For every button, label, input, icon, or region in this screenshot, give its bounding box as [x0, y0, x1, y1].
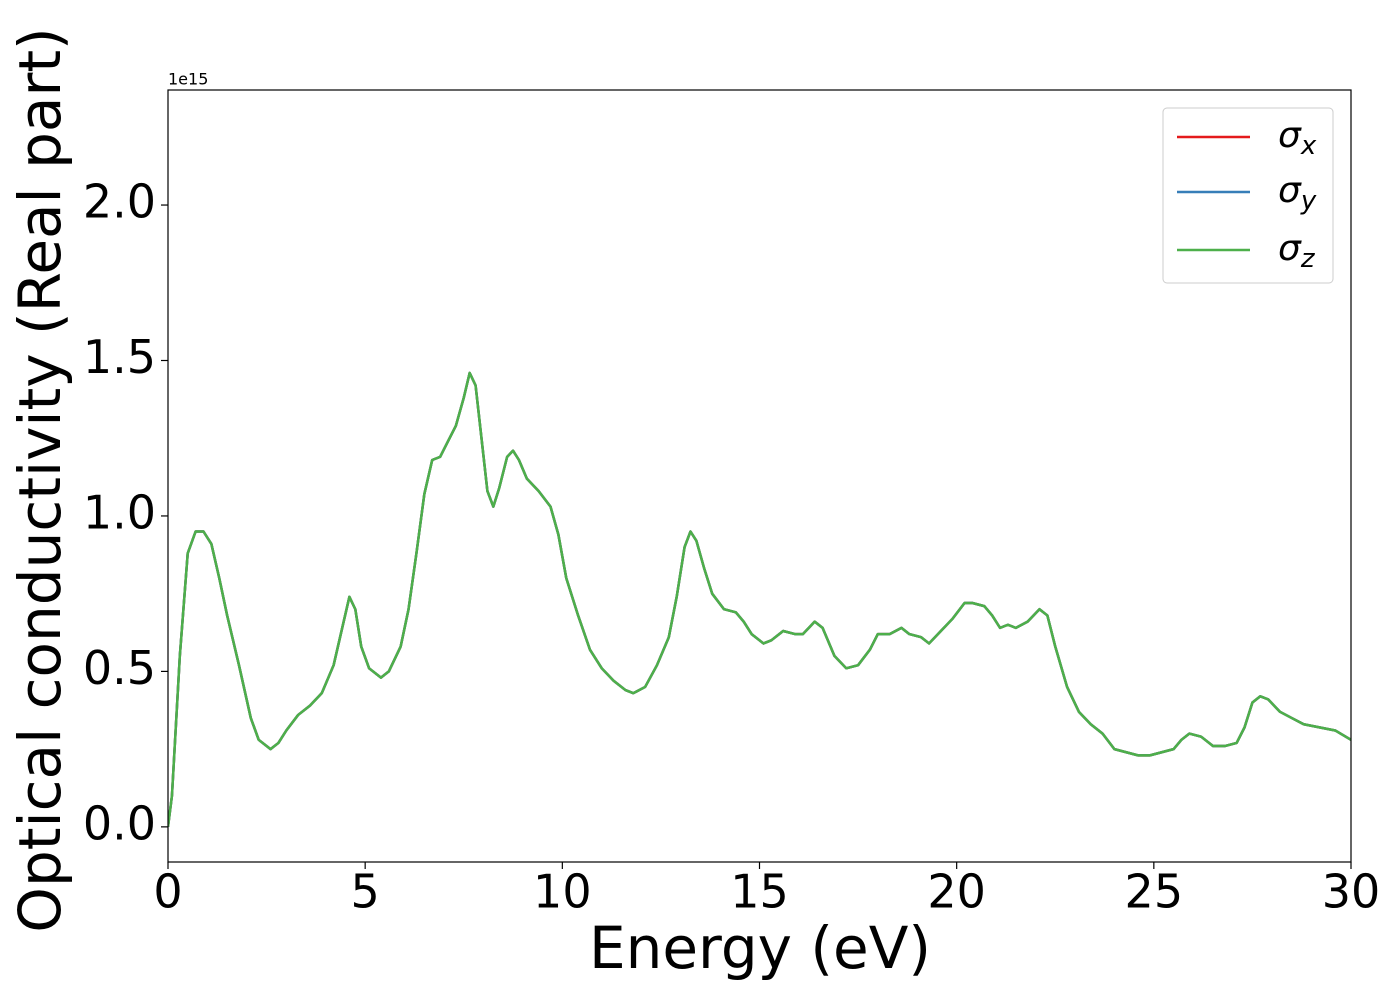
x-tick-label: 15 — [730, 865, 789, 919]
x-tick-label: 30 — [1322, 865, 1381, 919]
y-tick-label: 2.0 — [83, 175, 156, 229]
x-tick-label: 10 — [533, 865, 592, 919]
series-line — [168, 371, 1351, 828]
y-tick-label: 0.5 — [83, 641, 156, 695]
x-tick-label: 25 — [1125, 865, 1184, 919]
legend-label: σx — [1278, 115, 1317, 161]
legend-box — [1162, 107, 1334, 284]
legend-label: σy — [1278, 170, 1317, 216]
x-axis-label: Energy (eV) — [589, 914, 931, 982]
series-line — [168, 371, 1351, 828]
series-line — [168, 371, 1351, 828]
y-tick-label: 1.0 — [83, 485, 156, 539]
y-tick-label: 1.5 — [83, 330, 156, 384]
x-tick-label: 0 — [153, 865, 182, 919]
x-tick-label: 5 — [351, 865, 380, 919]
x-tick-label: 20 — [927, 865, 986, 919]
y-offset-text: 1e15 — [168, 70, 208, 89]
y-tick-label: 0.0 — [83, 796, 156, 850]
y-axis-label: Optical conductivity (Real part) — [6, 27, 74, 932]
legend-label: σz — [1278, 228, 1316, 274]
plot-frame — [167, 89, 1352, 863]
